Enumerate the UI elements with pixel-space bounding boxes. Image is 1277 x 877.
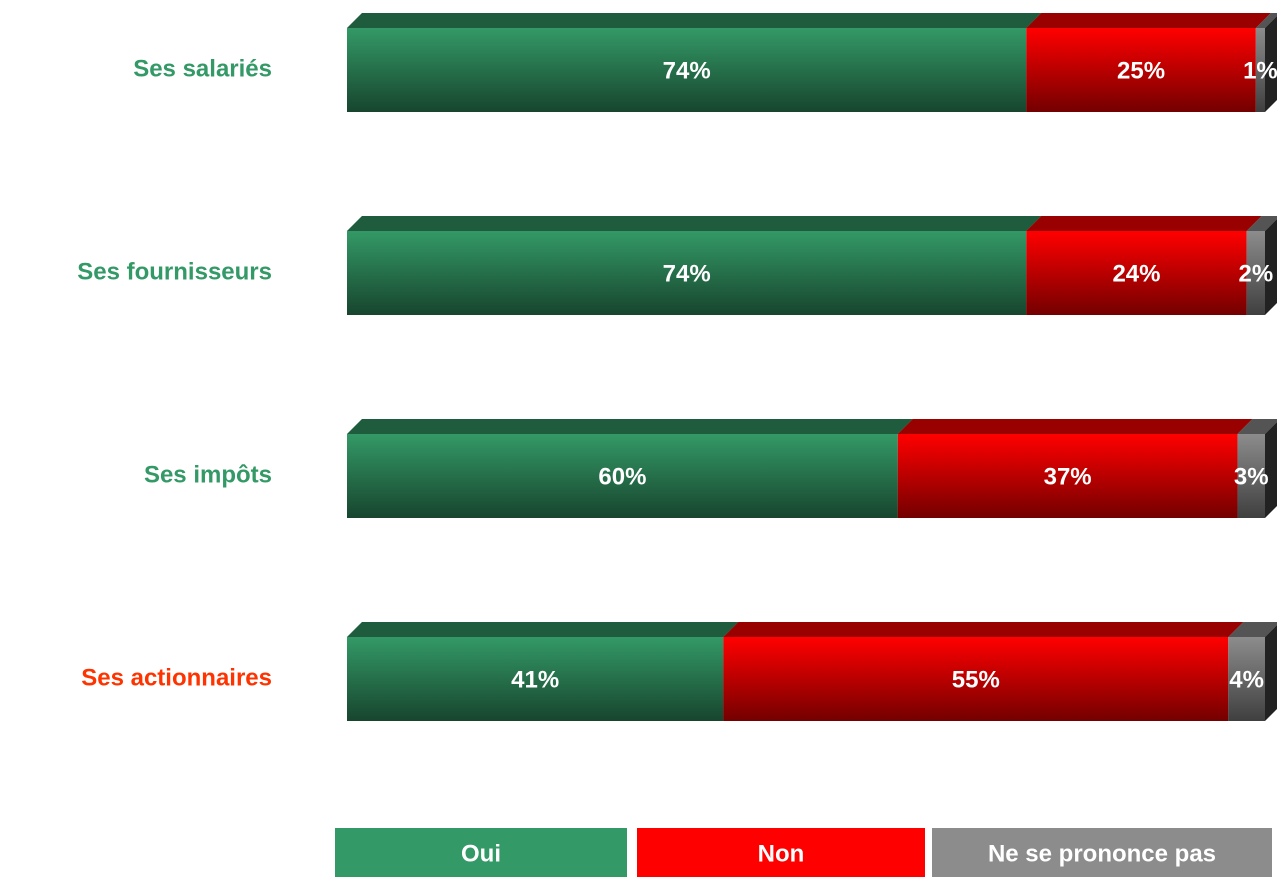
category-label: Ses fournisseurs: [77, 258, 272, 285]
category-label: Ses salariés: [133, 55, 272, 82]
bar-top-shade: [1026, 13, 1271, 28]
value-label: 25%: [1117, 57, 1165, 84]
bar-top: [1026, 13, 1271, 28]
bar-top: [347, 13, 1042, 28]
bar-shade: [347, 434, 898, 518]
value-label: 74%: [663, 57, 711, 84]
bar-top: [347, 216, 1042, 231]
bar-top-shade: [1228, 622, 1277, 637]
value-label: 37%: [1044, 463, 1092, 490]
bar-top-shade: [723, 622, 1244, 637]
value-label: 2%: [1238, 260, 1273, 287]
bar-top: [347, 622, 739, 637]
bar-side: [1265, 16, 1277, 112]
bar-top-shade: [1026, 216, 1262, 231]
bar-top: [347, 419, 913, 434]
bar-top: [723, 622, 1244, 637]
legend-swatch: [932, 828, 1272, 877]
bar-top: [897, 419, 1253, 434]
bar-top: [1255, 13, 1277, 28]
bar-top-shade: [1237, 419, 1277, 434]
bar-shade: [1255, 28, 1265, 112]
category-label: Ses actionnaires: [81, 664, 272, 691]
bar-shade: [1246, 231, 1265, 315]
value-label: 74%: [663, 260, 711, 287]
bar-shade: [723, 637, 1229, 721]
bar-shade: [1228, 637, 1265, 721]
bar-top-shade: [347, 622, 739, 637]
legend-label: Non: [758, 840, 805, 867]
value-label: 41%: [511, 666, 559, 693]
bar-shade: [347, 637, 724, 721]
bar-top-shade: [1255, 13, 1277, 28]
bar-top: [1026, 216, 1262, 231]
legend-swatch: [335, 828, 627, 877]
bar-top-shade: [1246, 216, 1277, 231]
category-label: Ses impôts: [144, 461, 272, 488]
bar-top-shade: [347, 419, 913, 434]
value-label: 55%: [952, 666, 1000, 693]
bar-side: [1265, 219, 1277, 315]
bar-top: [1237, 419, 1277, 434]
legend-label: Oui: [461, 840, 501, 867]
bar-top: [1228, 622, 1277, 637]
bar-shade: [1237, 434, 1265, 518]
value-label: 3%: [1234, 463, 1269, 490]
legend-label: Ne se prononce pas: [988, 840, 1216, 867]
bar-shade: [347, 28, 1027, 112]
bar-top-shade: [347, 216, 1042, 231]
bar-top: [1246, 216, 1277, 231]
value-label: 4%: [1229, 666, 1264, 693]
bar-shade: [897, 434, 1238, 518]
value-label: 24%: [1112, 260, 1160, 287]
value-label: 60%: [598, 463, 646, 490]
bar-shade: [347, 231, 1027, 315]
bar-shade: [1026, 28, 1256, 112]
bar-top-shade: [897, 419, 1253, 434]
bar-top-shade: [347, 13, 1042, 28]
value-label: 1%: [1243, 57, 1277, 84]
bar-shade: [1026, 231, 1247, 315]
bar-side: [1265, 422, 1277, 518]
legend-swatch: [637, 828, 925, 877]
bar-side: [1265, 625, 1277, 721]
